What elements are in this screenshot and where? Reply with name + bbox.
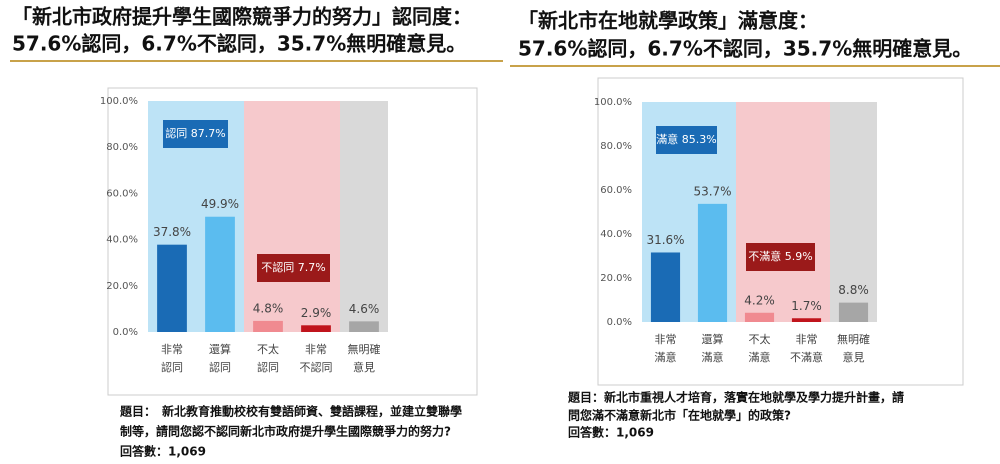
annotation-box [163, 120, 228, 148]
y-tick-label: 60.0% [600, 185, 632, 196]
question: 制等，請問您認不認同新北市政府提升學生國際競爭力的努力? [120, 424, 451, 439]
group-band [340, 101, 388, 332]
x-tick-label: 意見 [843, 350, 865, 364]
y-tick-label: 60.0% [106, 188, 138, 199]
x-tick-label: 非常 [161, 343, 183, 356]
y-tick-label: 0.0% [607, 317, 632, 328]
value-label: 4.6% [349, 302, 380, 316]
chart-subtitle: 57.6%認同，6.7%不認同，35.7%無明確意見。 [518, 37, 972, 61]
x-tick-label: 非常 [655, 333, 677, 346]
y-tick-label: 100.0% [100, 96, 138, 107]
value-label: 53.7% [693, 184, 731, 198]
y-tick-label: 80.0% [600, 141, 632, 152]
chart-title: 「新北市政府提升學生國際競爭力的努力」認同度： [12, 5, 472, 29]
y-tick-label: 80.0% [106, 142, 138, 153]
bar [157, 244, 187, 332]
x-tick-label: 無明確 [348, 342, 381, 356]
chart-subtitle: 57.6%認同，6.7%不認同，35.7%無明確意見。 [12, 32, 466, 56]
x-tick-label: 滿意 [702, 350, 724, 364]
x-tick-label: 滿意 [749, 350, 771, 364]
y-tick-label: 20.0% [106, 281, 138, 292]
value-label: 37.8% [153, 225, 191, 239]
x-tick-label: 非常 [796, 333, 818, 346]
value-label: 4.8% [253, 301, 284, 315]
x-tick-label: 還算 [702, 332, 724, 346]
y-tick-label: 40.0% [600, 229, 632, 240]
question: 題目：新北市重視人才培育，落實在地就學及學力提升計畫，請 [568, 390, 904, 405]
x-tick-label: 認同 [161, 360, 183, 374]
value-label: 49.9% [201, 197, 239, 211]
bar [697, 203, 728, 322]
annotation-box [656, 126, 717, 154]
bar [349, 321, 379, 332]
value-label: 1.7% [791, 299, 822, 313]
y-tick-label: 100.0% [594, 97, 632, 108]
sample-size: 回答數：1,069 [568, 425, 654, 440]
x-tick-label: 無明確 [837, 332, 870, 346]
value-label: 31.6% [646, 233, 684, 247]
annotation: 不認同 7.7% [261, 260, 325, 274]
x-tick-label: 滿意 [655, 350, 677, 364]
group-band [736, 102, 830, 322]
bar [301, 325, 331, 332]
bar [791, 318, 822, 322]
annotation: 認同 87.7% [165, 126, 225, 140]
bar [838, 302, 869, 322]
x-tick-label: 不太 [749, 333, 771, 346]
value-label: 8.8% [838, 283, 869, 297]
chart-title: 「新北市在地就學政策」滿意度： [518, 9, 818, 33]
annotation: 不滿意 5.9% [748, 249, 812, 263]
x-tick-label: 認同 [257, 360, 279, 374]
annotation-box [746, 243, 815, 271]
bar [744, 312, 775, 322]
bar [650, 252, 681, 322]
x-tick-label: 意見 [353, 360, 375, 374]
annotation-box [257, 254, 330, 282]
x-tick-label: 不太 [257, 343, 279, 356]
x-tick-label: 還算 [209, 342, 231, 356]
annotation: 滿意 85.3% [656, 132, 716, 146]
group-band [244, 101, 340, 332]
group-band [830, 102, 877, 322]
y-tick-label: 0.0% [113, 327, 138, 338]
question: 問您滿不滿意新北市「在地就學」的政策? [568, 408, 791, 423]
y-tick-label: 40.0% [106, 235, 138, 246]
question: 題目： 新北教育推動校校有雙語師資、雙語課程，並建立雙聯學 [120, 404, 462, 419]
x-tick-label: 不滿意 [790, 350, 823, 364]
value-label: 2.9% [301, 306, 332, 320]
x-tick-label: 不認同 [300, 360, 333, 374]
bar [205, 216, 235, 332]
x-tick-label: 認同 [209, 360, 231, 374]
y-tick-label: 20.0% [600, 273, 632, 284]
sample-size: 回答數：1,069 [120, 444, 206, 459]
value-label: 4.2% [744, 293, 775, 307]
bar [253, 320, 283, 332]
x-tick-label: 非常 [305, 343, 327, 356]
